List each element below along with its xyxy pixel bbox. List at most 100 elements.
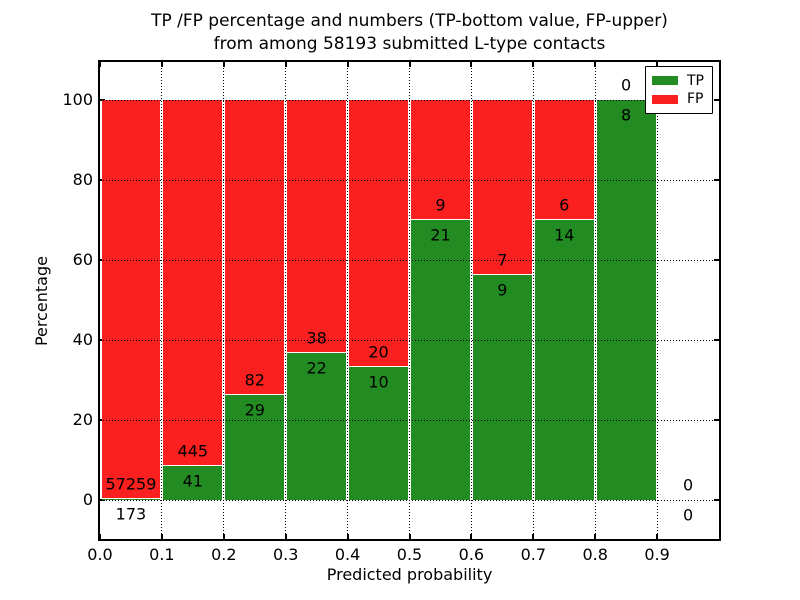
fp-red-swatch-icon [652, 94, 678, 104]
x-tick-mark-top [160, 62, 163, 67]
horizontal-gridline [100, 180, 719, 181]
x-tick-mark-top [99, 62, 101, 67]
horizontal-gridline [100, 340, 719, 341]
fp-bar-segment [349, 100, 408, 366]
x-tick-mark-top [594, 62, 597, 67]
horizontal-gridline [100, 100, 719, 101]
x-tick-mark-top [470, 62, 473, 67]
fp-bar-segment [163, 100, 223, 465]
tp-bar-segment [101, 499, 161, 500]
fp-bar-segment [472, 100, 532, 274]
y-tick-label: 20 [72, 410, 93, 429]
horizontal-gridline [100, 500, 719, 501]
fp-count-label: 38 [306, 328, 327, 348]
x-tick-label: 0.8 [582, 545, 608, 564]
fp-count-label: 82 [244, 370, 265, 390]
x-tick-mark [160, 534, 163, 539]
tp-count-label: 10 [368, 372, 389, 392]
vertical-gridline [594, 62, 596, 539]
x-tick-label: 0.3 [272, 545, 299, 564]
plot-area: 57259 173 445 41 82 29 38 22 20 10 9 21 7 9 6 14 0 8 0 0 [98, 60, 721, 541]
legend-item-tp: TP [652, 74, 706, 88]
vertical-gridline [347, 62, 349, 539]
x-tick-mark-top [532, 62, 535, 67]
tp-count-label: 14 [554, 225, 575, 245]
legend-label-tp: TP [687, 72, 704, 89]
fp-bar-segment [101, 100, 161, 498]
legend-label-fp: FP [687, 91, 704, 108]
x-tick-mark [470, 534, 473, 539]
chart-title-line2: from among 58193 submitted L-type contac… [213, 34, 606, 54]
x-tick-mark [656, 534, 659, 539]
tp-count-label: 9 [497, 280, 508, 300]
horizontal-gridline [100, 420, 719, 421]
y-tick-label: 80 [72, 170, 93, 189]
x-tick-mark-top [222, 62, 225, 67]
tp-bar-segment [163, 466, 223, 500]
x-tick-label: 0.2 [211, 545, 237, 564]
tp-bar-segment [411, 220, 470, 500]
y-tick-label: 40 [72, 330, 93, 349]
x-tick-mark [346, 534, 349, 539]
x-tick-mark-top [284, 62, 287, 67]
x-tick-label: 0.9 [644, 545, 670, 564]
tp-count-label: 173 [115, 504, 147, 524]
tp-bar-segment [349, 367, 408, 500]
fp-bar-segment [225, 100, 285, 394]
x-tick-label: 0.0 [87, 545, 113, 564]
x-tick-mark [594, 534, 597, 539]
x-tick-mark-top [346, 62, 349, 67]
vertical-gridline [161, 62, 163, 539]
horizontal-gridline [100, 260, 719, 261]
tp-green-swatch-icon [652, 76, 678, 86]
vertical-gridline [532, 62, 534, 539]
tp-count-label: 22 [306, 358, 327, 378]
x-axis-label: Predicted probability [326, 565, 493, 584]
x-tick-label: 0.6 [458, 545, 485, 564]
y-tick-label: 0 [82, 490, 93, 509]
vertical-gridline [409, 62, 410, 539]
vertical-gridline [470, 62, 472, 539]
chart-title-line1: TP /FP percentage and numbers (TP-bottom… [151, 11, 668, 31]
fp-count-label: 20 [368, 342, 389, 362]
x-tick-mark [284, 534, 287, 539]
x-tick-mark-top [408, 62, 411, 67]
x-tick-label: 0.1 [149, 545, 175, 564]
x-tick-mark [532, 534, 535, 539]
tp-count-label: 0 [682, 505, 694, 525]
tp-bar-segment [472, 275, 532, 500]
tp-bar-segment [225, 395, 285, 500]
fp-bar-segment [287, 100, 347, 352]
legend-item-fp: FP [652, 92, 706, 106]
x-tick-mark [99, 534, 101, 539]
x-tick-label: 0.7 [520, 545, 547, 564]
fp-bar-segment [411, 100, 470, 219]
x-tick-mark [222, 534, 225, 539]
x-tick-mark [408, 534, 411, 539]
tp-count-label: 29 [244, 400, 265, 420]
tp-count-label: 41 [182, 471, 204, 491]
fp-count-label: 7 [497, 250, 508, 270]
y-tick-label: 60 [72, 250, 93, 269]
tp-bar-segment [596, 100, 656, 500]
tp-count-label: 8 [621, 105, 632, 125]
legend: TP FP [645, 66, 713, 114]
vertical-gridline [223, 62, 225, 539]
x-tick-mark-top [656, 62, 659, 67]
fp-count-label: 6 [559, 195, 570, 215]
vertical-gridline [656, 62, 658, 539]
fp-bar-segment [534, 100, 594, 219]
fp-count-label: 57259 [105, 474, 157, 494]
x-tick-label: 0.5 [396, 545, 423, 564]
tp-bar-segment [287, 353, 347, 500]
tp-count-label: 21 [430, 225, 451, 245]
y-tick-label: 100 [62, 90, 93, 109]
fp-count-label: 9 [435, 195, 446, 215]
vertical-gridline [285, 62, 287, 539]
x-tick-label: 0.4 [334, 545, 361, 564]
tp-bar-segment [534, 220, 594, 500]
y-axis-label: Percentage [32, 256, 51, 347]
fp-count-label: 0 [682, 475, 694, 495]
fp-count-label: 0 [621, 75, 632, 95]
